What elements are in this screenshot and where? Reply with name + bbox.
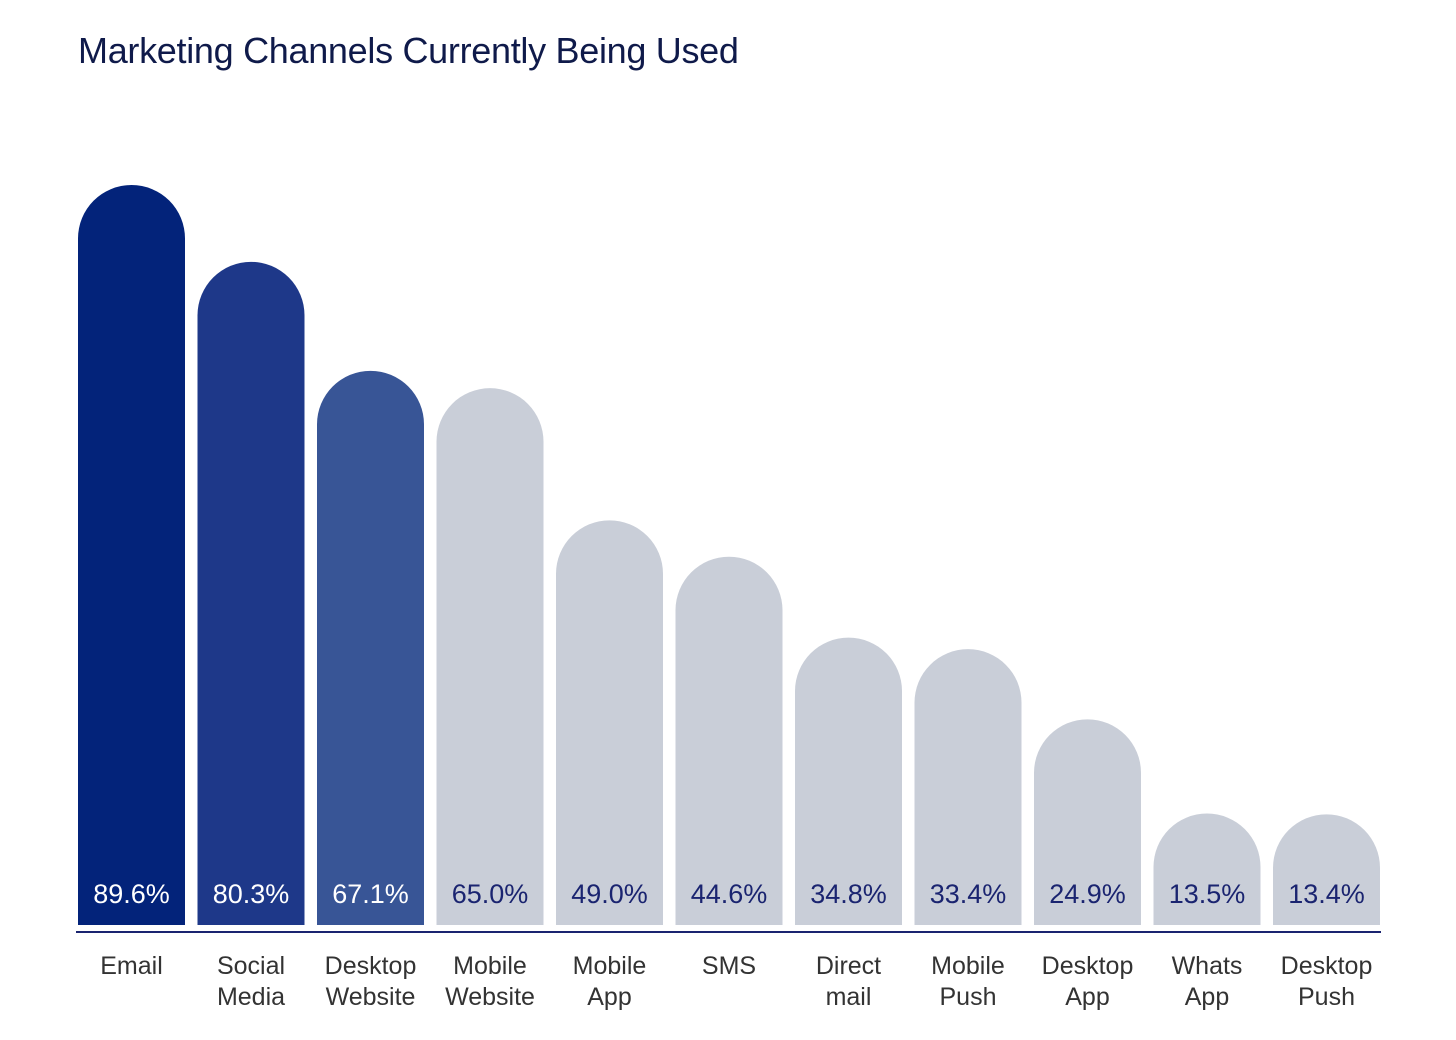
data-label: 34.8% — [810, 879, 887, 909]
data-label: 24.9% — [1049, 879, 1126, 909]
bar — [675, 556, 783, 925]
data-label: 13.4% — [1288, 879, 1365, 909]
data-label: 44.6% — [691, 879, 768, 909]
data-label: 67.1% — [332, 879, 409, 909]
category-label: Media — [217, 983, 285, 1011]
category-label: mail — [826, 983, 872, 1011]
data-label: 33.4% — [930, 879, 1007, 909]
category-label: Desktop — [325, 952, 417, 980]
data-label: 13.5% — [1169, 879, 1246, 909]
bar — [1153, 813, 1261, 925]
chart-title: Marketing Channels Currently Being Used — [78, 30, 739, 71]
category-label: Email — [100, 952, 163, 980]
category-label: Website — [326, 983, 416, 1011]
bar — [795, 637, 902, 925]
bar — [1034, 719, 1141, 925]
category-label: Mobile — [931, 952, 1005, 980]
bar — [317, 370, 424, 925]
category-label: Desktop — [1281, 952, 1373, 980]
category-label: Website — [445, 983, 535, 1011]
category-label: Push — [940, 983, 997, 1011]
category-label: Social — [217, 952, 285, 980]
bar — [1273, 814, 1380, 925]
bar — [914, 649, 1022, 925]
bar — [78, 185, 185, 925]
category-label: Desktop — [1042, 952, 1134, 980]
category-label: Mobile — [573, 952, 647, 980]
bar — [436, 388, 544, 925]
category-label: SMS — [702, 952, 756, 980]
category-label: App — [587, 983, 631, 1011]
data-label: 89.6% — [93, 879, 170, 909]
bar — [556, 520, 663, 925]
category-label: Whats — [1172, 952, 1243, 980]
category-label: App — [1185, 983, 1229, 1011]
data-label: 65.0% — [452, 879, 529, 909]
category-label: App — [1065, 983, 1109, 1011]
data-label: 49.0% — [571, 879, 648, 909]
bar — [197, 261, 305, 925]
data-label: 80.3% — [213, 879, 290, 909]
category-label: Push — [1298, 983, 1355, 1011]
category-label: Mobile — [453, 952, 527, 980]
category-label: Direct — [816, 952, 881, 980]
